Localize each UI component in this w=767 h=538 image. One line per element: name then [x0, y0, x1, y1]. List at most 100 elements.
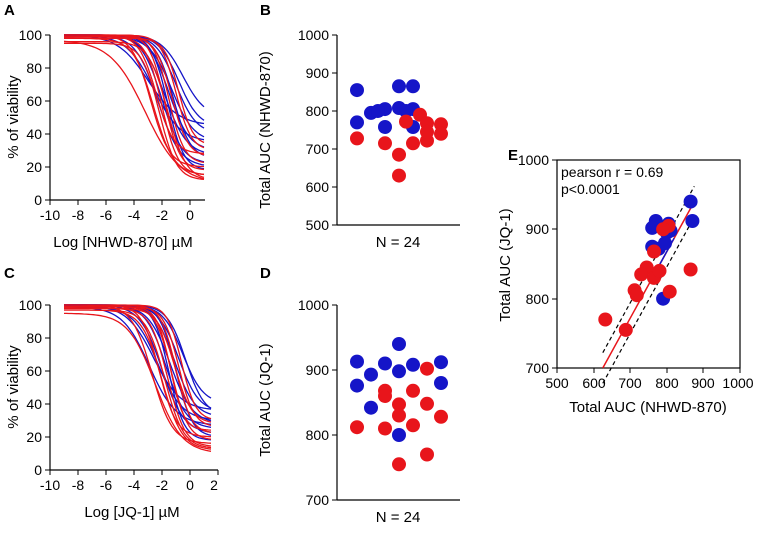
y-ticks-e: 700 800 900 1000	[518, 152, 557, 376]
data-point-red	[406, 136, 420, 151]
x-axis-label-b: N = 24	[376, 234, 421, 251]
y-ticks-a: 0 20 40 60 80 100	[19, 27, 50, 208]
data-point-blue	[350, 354, 364, 369]
data-point-blue	[645, 220, 660, 235]
data-point-red	[420, 447, 434, 462]
y-tick-label: 0	[34, 192, 42, 208]
data-point-blue	[392, 364, 406, 379]
data-point-red	[647, 244, 661, 259]
y-tick-label: 800	[306, 103, 330, 119]
curve-blue	[64, 304, 212, 428]
data-point-blue	[658, 236, 672, 251]
data-point-red	[420, 396, 434, 411]
curve-red	[64, 304, 212, 444]
data-point-blue	[392, 428, 406, 442]
y-tick-label: 1000	[518, 152, 549, 168]
curve-red	[64, 34, 205, 154]
y-tick-label: 60	[26, 363, 42, 379]
x-tick-label: -6	[100, 477, 113, 493]
data-point-red	[598, 312, 613, 327]
y-axis-label-a: % of viability	[5, 75, 22, 159]
panel-a: A 0 20 40 60 80 100 -10 -8 -6 -4 -2 0 Lo…	[4, 2, 205, 251]
data-point-red	[350, 420, 364, 435]
x-axis-label-e: Total AUC (NHWD-870)	[569, 399, 727, 416]
curve-red	[64, 36, 205, 156]
y-tick-label: 100	[19, 297, 43, 313]
y-tick-label: 60	[26, 93, 42, 109]
x-tick-label: 900	[691, 375, 715, 391]
data-point-blue	[350, 83, 364, 98]
data-point-red	[629, 288, 644, 303]
x-tick-label: -2	[156, 477, 169, 493]
data-point-red	[392, 397, 406, 412]
x-tick-label: 500	[545, 375, 569, 391]
panel-label-c: C	[4, 265, 15, 282]
panel-e: E 700 800 900 1000 500 600 700 800 900 1…	[497, 147, 754, 416]
data-point-red	[350, 131, 364, 146]
y-tick-label: 900	[526, 221, 550, 237]
confidence-band-lower	[602, 216, 695, 384]
data-point-red	[420, 124, 434, 139]
x-tick-label: 800	[655, 375, 679, 391]
y-tick-label: 20	[26, 429, 42, 445]
x-tick-label: 0	[186, 477, 194, 493]
y-tick-label: 600	[306, 179, 330, 195]
y-tick-label: 1000	[298, 297, 329, 313]
data-point-red	[392, 408, 406, 423]
data-point-red	[399, 114, 413, 129]
plot-frame-e	[556, 159, 741, 369]
data-point-red	[392, 457, 406, 472]
pearson-r-annotation: pearson r = 0.69	[561, 164, 664, 180]
x-tick-label: 700	[618, 375, 642, 391]
y-tick-label: 700	[306, 492, 330, 508]
y-tick-label: 1000	[298, 27, 329, 43]
curve-blue	[64, 304, 212, 409]
data-point-blue	[378, 356, 392, 371]
curve-red	[64, 306, 212, 431]
data-point-blue	[406, 357, 420, 372]
panel-c: C 0 20 40 60 80 100 -10 -8 -6 -4 -2 0 2 …	[4, 265, 219, 521]
data-point-red	[683, 262, 698, 277]
x-tick-label: -10	[40, 207, 60, 223]
y-tick-label: 700	[526, 360, 550, 376]
x-tick-label: 600	[582, 375, 606, 391]
curve-blue	[64, 34, 205, 153]
curves-c	[63, 304, 212, 452]
panel-b: B 500 600 700 800 900 1000 N = 24 Total …	[257, 2, 460, 251]
data-point-blue	[399, 104, 413, 118]
y-tick-label: 40	[26, 126, 42, 142]
y-ticks-b: 500 600 700 800 900 1000	[298, 27, 337, 233]
y-axis-label-e: Total AUC (JQ-1)	[497, 208, 514, 321]
data-point-red	[420, 361, 434, 376]
data-point-red	[434, 126, 448, 141]
y-tick-label: 500	[306, 217, 330, 233]
y-tick-label: 900	[306, 65, 330, 81]
data-point-red	[434, 409, 448, 424]
x-tick-label: -4	[128, 207, 141, 223]
data-point-blue	[685, 214, 700, 228]
data-point-blue	[371, 104, 385, 118]
y-tick-label: 20	[26, 159, 42, 175]
y-tick-label: 700	[306, 141, 330, 157]
regression-line	[602, 201, 695, 369]
data-point-red	[392, 168, 406, 183]
data-point-red	[406, 383, 420, 398]
data-point-blue	[406, 79, 420, 94]
y-axis-label-d: Total AUC (JQ-1)	[257, 343, 274, 456]
data-point-red	[618, 322, 633, 337]
curve-red	[64, 37, 205, 144]
curve-red	[64, 40, 205, 179]
y-tick-label: 100	[19, 27, 43, 43]
data-point-blue	[364, 367, 378, 382]
curve-red	[64, 307, 212, 423]
x-tick-label: -10	[40, 477, 60, 493]
data-point-blue	[350, 115, 364, 130]
curve-blue	[64, 36, 205, 138]
data-point-blue	[364, 400, 378, 415]
points-d	[350, 337, 448, 472]
x-axis-label-c: Log [JQ-1] µM	[84, 504, 179, 521]
y-tick-label: 80	[26, 330, 42, 346]
data-point-red	[392, 147, 406, 162]
x-tick-label: 1000	[722, 375, 753, 391]
